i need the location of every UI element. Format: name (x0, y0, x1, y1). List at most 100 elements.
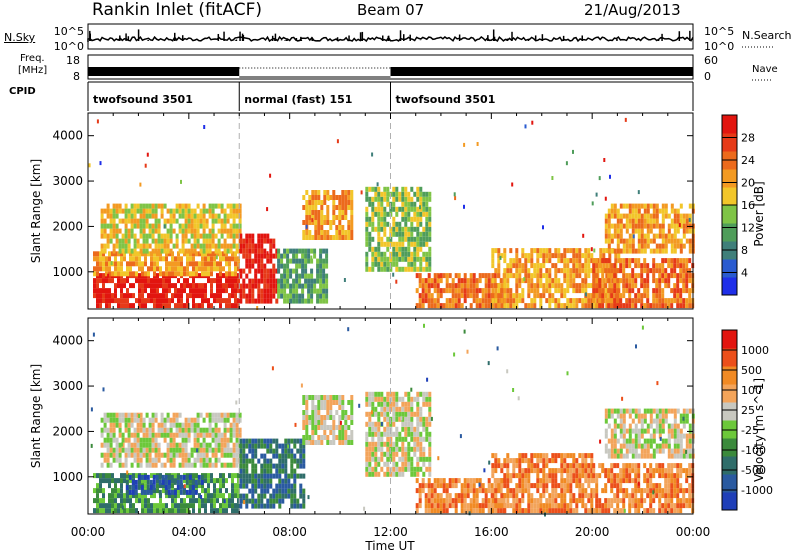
echo-cell (219, 473, 222, 479)
echo-cell (554, 278, 558, 284)
echo-cell (99, 498, 102, 504)
echo-cell (344, 435, 348, 440)
echo-cell (245, 283, 249, 289)
echo-cell (322, 273, 326, 279)
echo-cell (238, 432, 242, 438)
echo-cell (269, 483, 273, 489)
echo-cell (584, 463, 588, 469)
echo-cell (587, 293, 591, 299)
echo-speck (598, 176, 601, 181)
echo-cell (341, 430, 345, 435)
echo-cell (401, 471, 405, 477)
echo-cell (102, 256, 105, 262)
echo-cell (196, 457, 200, 463)
echo-cell (153, 488, 156, 494)
echo-cell (524, 278, 528, 284)
echo-cell (368, 446, 372, 452)
echo-cell (602, 248, 606, 254)
echo-cell (298, 248, 302, 254)
echo-cell (590, 283, 594, 289)
echo-cell (223, 422, 227, 428)
echo-cell (153, 503, 156, 509)
echo-cell (219, 503, 222, 509)
echo-cell (484, 298, 488, 304)
echo-cell (619, 258, 623, 264)
echo-cell (105, 271, 108, 277)
echo-cell (204, 261, 207, 267)
echo-cell (317, 410, 321, 415)
echo-cell (506, 288, 510, 294)
echo-cell (631, 238, 635, 244)
echo-cell (430, 298, 434, 304)
echo-cell (398, 396, 402, 402)
echo-cell (418, 278, 422, 284)
echo-cell (105, 298, 108, 304)
echo-cell (162, 298, 165, 304)
echo-cell (422, 256, 426, 262)
echo-cell (112, 223, 116, 229)
echo-cell (419, 216, 423, 222)
echo-cell (229, 223, 233, 229)
echo-cell (524, 453, 528, 459)
echo-cell (551, 473, 555, 479)
echo-cell (679, 278, 683, 284)
echo-cell (216, 298, 219, 304)
echo-cell (272, 453, 276, 459)
echo-cell (175, 417, 179, 423)
echo-cell (298, 283, 302, 289)
echo-cell (416, 196, 420, 202)
echo-cell (413, 431, 417, 437)
echo-cell (323, 195, 327, 200)
echo-cell (622, 243, 626, 249)
echo-cell (269, 243, 273, 249)
echo-cell (332, 400, 336, 405)
echo-cell (605, 288, 609, 294)
echo-cell (614, 258, 618, 264)
echo-cell (587, 303, 591, 309)
echo-cell (587, 273, 591, 279)
echo-cell (670, 243, 674, 249)
echo-cell (229, 427, 233, 433)
echo-cell (569, 278, 573, 284)
echo-cell (616, 278, 620, 284)
echo-cell (439, 288, 443, 294)
echo-cell (229, 243, 233, 249)
echo-cell (201, 266, 204, 272)
echo-cell (503, 248, 507, 254)
echo-cell (607, 503, 611, 509)
echo-cell (320, 405, 324, 410)
echo-cell (133, 432, 137, 438)
echo-cell (130, 223, 134, 229)
echo-cell (631, 213, 635, 219)
echo-cell (211, 417, 215, 423)
echo-cell (145, 447, 149, 453)
echo-cell (211, 213, 215, 219)
echo-cell (497, 478, 501, 484)
echo-cell (661, 228, 665, 234)
echo-cell (371, 451, 375, 457)
echo-cell (133, 243, 137, 249)
echo-cell (150, 266, 153, 272)
echo-cell (374, 426, 378, 432)
echo-cell (187, 417, 191, 423)
echo-cell (141, 303, 144, 309)
echo-cell (395, 466, 399, 472)
echo-cell (371, 436, 375, 442)
echo-cell (216, 283, 219, 289)
echo-cell (347, 435, 351, 440)
echo-cell (500, 468, 504, 474)
echo-cell (172, 442, 176, 448)
echo-cell (201, 288, 204, 294)
echo-cell (109, 447, 113, 453)
echo-cell (133, 437, 137, 443)
echo-cell (136, 442, 140, 448)
echo-cell (314, 235, 318, 240)
echo-cell (145, 427, 149, 433)
echo-cell (472, 273, 476, 279)
echo-cell (202, 218, 206, 224)
echo-cell (472, 498, 476, 504)
echo-cell (383, 226, 387, 232)
echo-cell (151, 422, 155, 428)
echo-cell (407, 411, 411, 417)
echo-cell (181, 213, 185, 219)
